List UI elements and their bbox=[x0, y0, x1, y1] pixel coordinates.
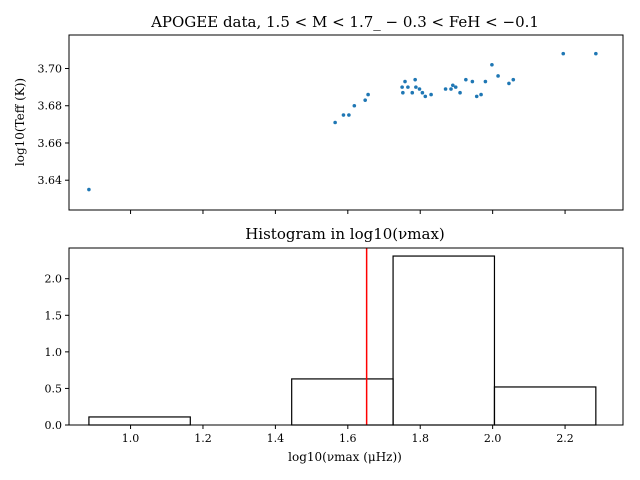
histogram-x-axis-label: log10(νmax (μHz)) bbox=[288, 450, 402, 464]
scatter-point bbox=[423, 94, 428, 99]
scatter-point bbox=[594, 51, 598, 56]
scatter-axes-frame bbox=[68, 34, 624, 211]
scatter-point bbox=[410, 90, 415, 95]
scatter-point bbox=[352, 103, 357, 108]
scatter-point bbox=[443, 87, 448, 91]
scatter-point bbox=[414, 85, 418, 89]
scatter-point bbox=[464, 77, 468, 82]
scatter-y-tick-label: 3.68 bbox=[38, 100, 63, 113]
scatter-y-ticks: 3.64 3.66 3.68 3.70 bbox=[38, 63, 69, 187]
histogram-title: Histogram in log10(νmax) bbox=[245, 225, 445, 243]
histogram-x-tick-label: 1.4 bbox=[267, 432, 285, 445]
scatter-point bbox=[429, 92, 433, 97]
scatter-point bbox=[413, 77, 417, 82]
scatter-panel: APOGEE data, 1.5 < M < 1.7_ − 0.3 < FeH … bbox=[13, 13, 624, 214]
scatter-point bbox=[511, 77, 516, 82]
scatter-point bbox=[449, 87, 453, 91]
scatter-point bbox=[333, 120, 337, 125]
scatter-points bbox=[87, 51, 598, 192]
scatter-point bbox=[366, 92, 370, 97]
histogram-x-tick-label: 1.2 bbox=[194, 432, 212, 445]
histogram-y-ticks: 0.0 0.5 1.0 1.5 2.0 bbox=[45, 273, 69, 432]
scatter-y-tick-label: 3.70 bbox=[38, 63, 63, 76]
scatter-point bbox=[507, 81, 511, 86]
histogram-y-tick-label: 1.5 bbox=[45, 309, 63, 322]
scatter-point bbox=[451, 83, 455, 88]
scatter-x-ticks bbox=[130, 210, 566, 214]
scatter-point bbox=[363, 98, 367, 102]
histogram-x-ticks: 1.0 1.2 1.4 1.6 1.8 2.0 2.2 bbox=[122, 425, 574, 445]
scatter-point bbox=[401, 90, 405, 95]
scatter-point bbox=[400, 85, 404, 89]
scatter-point bbox=[347, 113, 351, 117]
scatter-point bbox=[406, 85, 410, 89]
scatter-point bbox=[470, 79, 475, 84]
scatter-y-tick-label: 3.64 bbox=[38, 174, 63, 187]
scatter-title: APOGEE data, 1.5 < M < 1.7_ − 0.3 < FeH … bbox=[150, 13, 539, 31]
scatter-point bbox=[403, 79, 407, 84]
scatter-point bbox=[87, 187, 91, 192]
histogram-x-tick-label: 2.0 bbox=[484, 432, 502, 445]
scatter-point bbox=[474, 94, 479, 99]
scatter-y-axis-label: log10(Teff (K)) bbox=[13, 78, 27, 166]
histogram-x-tick-label: 1.6 bbox=[339, 432, 357, 445]
scatter-point bbox=[458, 90, 462, 95]
histogram-y-tick-label: 2.0 bbox=[45, 273, 63, 286]
scatter-point bbox=[420, 90, 425, 95]
scatter-point bbox=[417, 87, 422, 91]
histogram-panel: Histogram in log10(νmax) 0.0 0.5 1.0 1.5 2.0… bbox=[45, 225, 624, 464]
histogram-x-tick-label: 2.2 bbox=[556, 432, 574, 445]
scatter-point bbox=[479, 92, 483, 97]
scatter-y-tick-label: 3.66 bbox=[38, 137, 63, 150]
scatter-point bbox=[341, 113, 346, 117]
histogram-y-tick-label: 0.0 bbox=[45, 419, 63, 432]
scatter-point bbox=[561, 51, 566, 56]
scatter-point bbox=[496, 74, 500, 78]
histogram-x-tick-label: 1.8 bbox=[411, 432, 429, 445]
histogram-y-tick-label: 0.5 bbox=[45, 382, 63, 395]
histogram-axes-frame bbox=[68, 247, 624, 426]
scatter-point bbox=[483, 79, 488, 84]
histogram-y-tick-label: 1.0 bbox=[45, 346, 63, 359]
histogram-x-tick-label: 1.0 bbox=[122, 432, 140, 445]
scatter-point bbox=[490, 62, 494, 67]
scatter-point bbox=[453, 85, 458, 89]
